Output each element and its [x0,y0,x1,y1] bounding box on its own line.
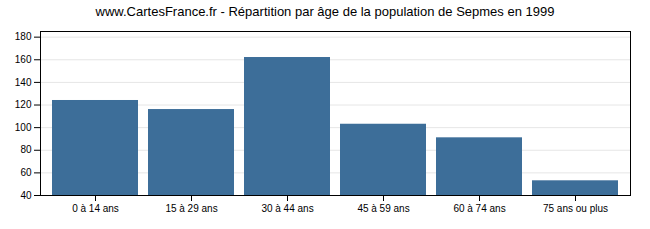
svg-text:15 à 29 ans: 15 à 29 ans [165,203,217,214]
svg-text:80: 80 [20,144,32,155]
svg-text:75 ans ou plus: 75 ans ou plus [543,203,608,214]
svg-text:0 à 14 ans: 0 à 14 ans [72,203,119,214]
svg-text:120: 120 [15,99,32,110]
svg-text:180: 180 [15,31,32,42]
html-text:www.CartesFrance.fr - Répartit: www.CartesFrance.fr - Répartition par âg… [95,4,555,19]
svg-text:100: 100 [15,122,32,133]
svg-text:30 à 44 ans: 30 à 44 ans [261,203,313,214]
svg-text:60: 60 [20,167,32,178]
svg-text:45 à 59 ans: 45 à 59 ans [357,203,409,214]
svg-text:40: 40 [20,190,32,201]
svg-text:140: 140 [15,77,32,88]
svg-text:160: 160 [15,54,32,65]
svg-text:60 à 74 ans: 60 à 74 ans [453,203,505,214]
